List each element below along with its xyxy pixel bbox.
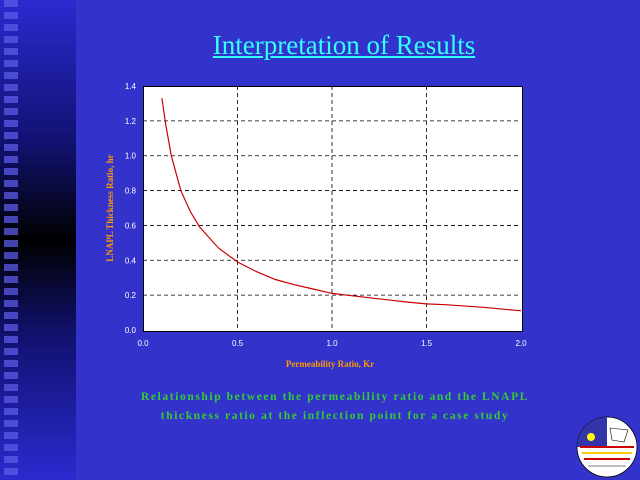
sidebar-decoration	[0, 0, 76, 480]
series-line	[161, 98, 522, 312]
x-tick-label: 1.5	[421, 339, 433, 348]
y-tick-label: 1.4	[125, 82, 137, 91]
caption-line-1: Relationship between the permeability ra…	[141, 391, 529, 403]
x-axis-title: Permeability Ratio, Kr	[285, 359, 375, 369]
y-tick-label: 1.2	[125, 117, 137, 126]
x-tick-label: 0.5	[232, 339, 244, 348]
y-tick-label: 0.2	[125, 291, 137, 300]
x-tick-label: 2.0	[515, 339, 527, 348]
plot-area	[143, 86, 523, 332]
grid	[143, 86, 521, 330]
caption-line-2: thickness ratio at the inflection point …	[160, 410, 510, 422]
y-tick-label: 1.0	[125, 152, 137, 161]
y-tick-label: 0.6	[125, 221, 137, 230]
x-tick-label: 1.0	[326, 339, 338, 348]
x-tick-label: 0.0	[137, 339, 149, 348]
y-tick-label: 0.8	[125, 187, 137, 196]
tick-labels: 0.0 0.5 1.0 1.5 2.0 0.0 0.2 0.4 0.6 0.8 1.0 1.2 1.4	[125, 82, 527, 348]
y-tick-label: 0.4	[125, 256, 137, 265]
series	[161, 98, 522, 312]
y-axis-title: LNAPL Thickness Ratio, hr	[105, 154, 115, 262]
sidebar-squares	[4, 0, 18, 480]
slide-title: Interpretation of Results	[212, 30, 476, 60]
logo-icon	[576, 416, 638, 478]
y-tick-label: 0.0	[125, 326, 137, 335]
